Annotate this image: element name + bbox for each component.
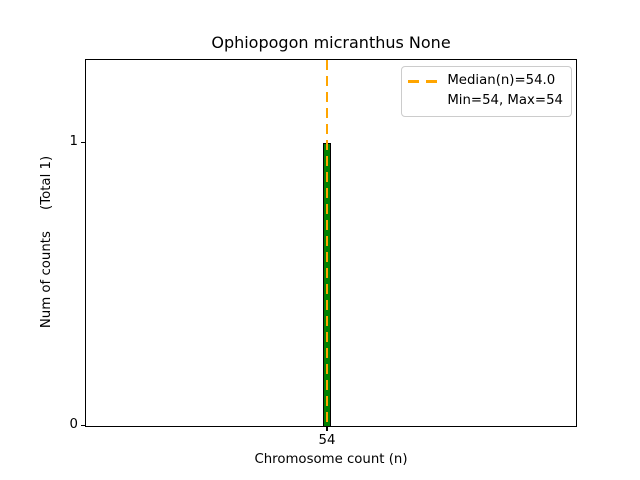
- y-tick-label-0: 0: [69, 417, 78, 432]
- legend-minmax-label: Min=54, Max=54: [447, 93, 563, 108]
- plot-area: Median(n)=54.0 Min=54, Max=54: [85, 59, 577, 427]
- median-dash-marker-icon: [408, 79, 438, 83]
- legend-median-label: Median(n)=54.0: [447, 73, 556, 88]
- legend: Median(n)=54.0 Min=54, Max=54: [401, 66, 572, 117]
- y-tick-mark-1: [81, 142, 85, 143]
- y-tick-mark-0: [81, 425, 85, 426]
- chart-title: Ophiopogon micranthus None: [211, 33, 451, 52]
- legend-empty-marker: [408, 100, 437, 103]
- x-axis-label: Chromosome count (n): [254, 452, 408, 467]
- median-dashed-line: [326, 60, 328, 426]
- y-tick-label-1: 1: [69, 134, 78, 149]
- legend-row-minmax: Min=54, Max=54: [408, 91, 563, 111]
- x-tick-label-54: 54: [318, 433, 336, 448]
- legend-row-median: Median(n)=54.0: [408, 71, 563, 91]
- y-axis-label: Num of counts (Total 1): [39, 155, 54, 329]
- x-tick-mark-54: [326, 427, 328, 431]
